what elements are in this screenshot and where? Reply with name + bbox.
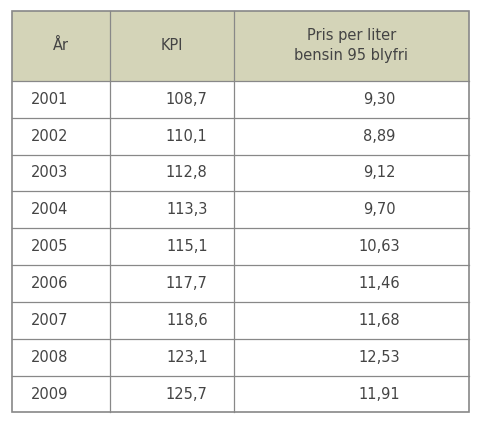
Bar	[233, 154, 468, 191]
Bar	[233, 81, 468, 118]
Bar	[110, 81, 233, 118]
Text: 2005: 2005	[31, 239, 68, 254]
Bar	[233, 302, 468, 339]
Text: År: År	[53, 38, 69, 53]
Bar	[233, 339, 468, 376]
Text: Pris per liter
bensin 95 blyfri: Pris per liter bensin 95 blyfri	[294, 28, 408, 63]
Bar	[110, 228, 233, 265]
Text: 2006: 2006	[31, 276, 68, 291]
Bar	[110, 302, 233, 339]
Text: 2001: 2001	[31, 92, 68, 107]
Text: 2009: 2009	[31, 387, 68, 401]
Bar	[110, 265, 233, 302]
Bar	[12, 302, 110, 339]
Text: 118,6: 118,6	[166, 313, 207, 328]
Bar	[12, 191, 110, 228]
Bar	[12, 228, 110, 265]
Text: 123,1: 123,1	[166, 350, 207, 365]
Text: 2003: 2003	[31, 165, 68, 181]
Bar	[110, 191, 233, 228]
Text: 9,70: 9,70	[362, 202, 395, 217]
Bar	[233, 191, 468, 228]
Bar	[110, 11, 233, 81]
Text: 115,1: 115,1	[166, 239, 207, 254]
Bar	[110, 376, 233, 412]
Bar	[233, 376, 468, 412]
Text: KPI: KPI	[160, 38, 183, 53]
Text: 11,91: 11,91	[358, 387, 399, 401]
Bar	[233, 118, 468, 154]
Bar	[110, 118, 233, 154]
Bar	[12, 154, 110, 191]
Text: 10,63: 10,63	[358, 239, 399, 254]
Text: 125,7: 125,7	[166, 387, 207, 401]
Text: 117,7: 117,7	[166, 276, 207, 291]
Text: 11,46: 11,46	[358, 276, 399, 291]
Bar	[12, 11, 110, 81]
Text: 9,30: 9,30	[362, 92, 395, 107]
Text: 2007: 2007	[31, 313, 68, 328]
Bar	[12, 376, 110, 412]
Text: 2002: 2002	[31, 129, 68, 144]
Text: 8,89: 8,89	[362, 129, 395, 144]
Text: 12,53: 12,53	[358, 350, 399, 365]
Bar	[110, 154, 233, 191]
Text: 11,68: 11,68	[358, 313, 399, 328]
Text: 108,7: 108,7	[166, 92, 207, 107]
Text: 2008: 2008	[31, 350, 68, 365]
Bar	[12, 339, 110, 376]
Bar	[12, 81, 110, 118]
Bar	[233, 265, 468, 302]
Bar	[233, 228, 468, 265]
Text: 2004: 2004	[31, 202, 68, 217]
Bar	[233, 11, 468, 81]
Bar	[12, 118, 110, 154]
Text: 110,1: 110,1	[166, 129, 207, 144]
Text: 9,12: 9,12	[362, 165, 395, 181]
Bar	[12, 265, 110, 302]
Text: 112,8: 112,8	[166, 165, 207, 181]
Bar	[110, 339, 233, 376]
Text: 113,3: 113,3	[166, 202, 207, 217]
